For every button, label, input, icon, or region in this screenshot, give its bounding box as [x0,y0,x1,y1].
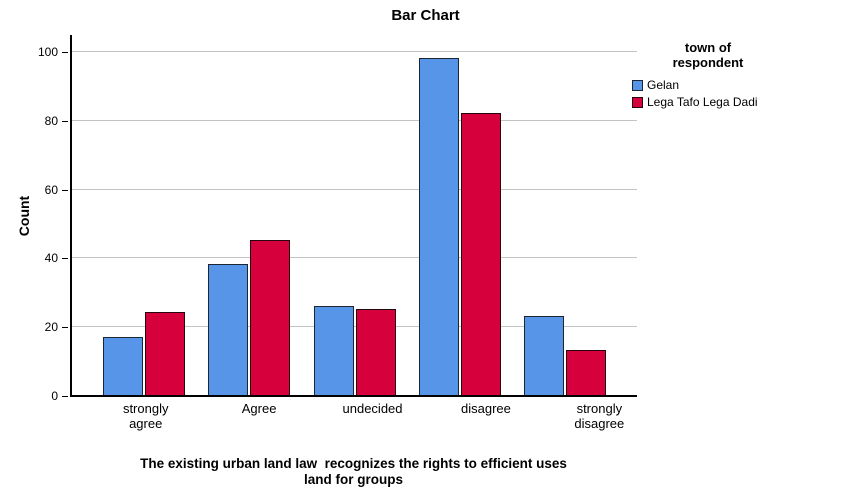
bar-lega-tafo-lega-dadi-undecided [355,309,396,395]
legend-item-label: Gelan [647,78,680,92]
bar-lega-tafo-lega-dadi-disagree [460,113,501,395]
x-tick-label-disagree: disagree [460,401,511,416]
y-tick-label-100: 100 [37,45,58,59]
bar-lega-tafo-lega-dadi-strongly-disagree [566,350,607,395]
y-tick-40 [62,258,68,260]
gridline-40 [72,257,637,259]
y-tick-100 [62,52,68,53]
y-tick-label-20: 20 [44,320,58,335]
y-tick-80 [62,120,68,122]
bar-group-strongly-disagree [513,35,618,395]
legend-swatch [632,97,643,108]
x-tick-label-undecided: undecided [342,401,403,416]
bar-gelan-disagree [418,58,459,395]
x-tick-label-agree: Agree [241,401,277,416]
bar-group-disagree [407,35,512,395]
legend-items: Gelan Lega Tafo Lega Dadi [632,79,784,109]
legend: town of respondent Gelan Lega Tafo Lega D… [632,40,784,109]
bar-gelan-undecided [313,306,354,395]
y-tick-60 [62,189,68,191]
y-tick-label-40: 40 [44,251,58,266]
bar-gelan-strongly-agree [102,337,143,395]
gridline-80 [72,119,637,121]
y-tick-label-60: 60 [44,182,58,197]
x-tick-label-strongly-disagree: strongly disagree [574,401,625,431]
chart-title: Bar Chart [391,7,460,24]
bar-group-undecided [302,35,407,395]
bar-gelan-agree [208,264,249,395]
bar-group-strongly-agree [91,35,196,395]
gridline-100 [72,51,637,52]
y-tick-label-0: 0 [51,389,58,403]
y-tick-0 [62,396,68,397]
legend-item-gelan: Gelan [632,79,784,92]
legend-item-label: Lega Tafo Lega Dadi [647,95,758,109]
x-tick-label-strongly-agree: strongly agree [122,401,169,431]
bar-lega-tafo-lega-dadi-agree [250,240,291,395]
gridline-20 [72,326,637,328]
bar-group-agree [196,35,301,395]
gridline-60 [72,188,637,190]
legend-swatch [632,80,643,91]
y-tick-label-80: 80 [44,113,58,128]
y-tick-20 [62,327,68,329]
bars-layer [72,35,637,395]
legend-title: town of respondent [672,40,744,70]
legend-item-lega-tafo-lega-dadi: Lega Tafo Lega Dadi [632,96,784,109]
bar-gelan-strongly-disagree [524,316,565,395]
y-axis-title: Count [16,195,32,237]
x-axis-tick-labels: strongly agree Agree undecided disagree stro… [70,401,675,431]
bar-lega-tafo-lega-dadi-strongly-agree [144,312,185,395]
plot-area [70,35,637,397]
x-axis-title: The existing urban land law recognizes t… [140,456,567,487]
